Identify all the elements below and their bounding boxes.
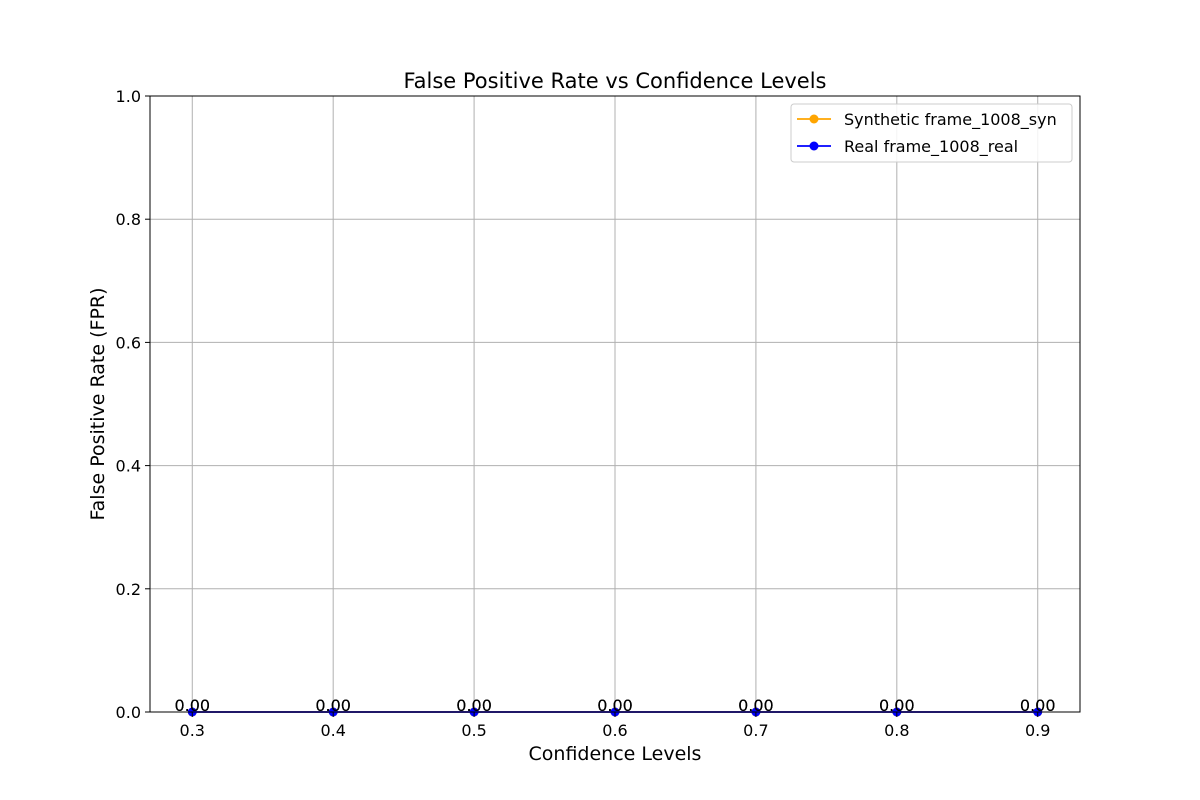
tick-layer: 0.3 0.4 0.5 0.6 0.7 0.8 0.9 0.0 0.2 0.4 0.6 0.8 1.0 <box>116 87 1051 740</box>
y-tick-label: 0.0 <box>116 703 141 722</box>
legend-marker-2 <box>809 141 819 151</box>
y-tick-label: 0.8 <box>116 210 141 229</box>
y-tick-label: 0.6 <box>116 333 141 352</box>
y-axis-title: False Positive Rate (FPR) <box>87 287 109 520</box>
data-label: 0.00 <box>174 696 210 715</box>
legend-label-1: Synthetic frame_1008_syn <box>844 110 1057 130</box>
y-tick-label: 0.2 <box>116 580 141 599</box>
chart-title: False Positive Rate vs Confidence Levels <box>403 69 826 93</box>
x-tick-label: 0.6 <box>602 721 627 740</box>
legend-marker-1 <box>809 114 819 124</box>
x-tick-label: 0.4 <box>320 721 345 740</box>
legend-label-2: Real frame_1008_real <box>844 137 1018 157</box>
data-label: 0.00 <box>315 696 351 715</box>
data-label-layer: 0.00 0.00 0.00 0.00 0.00 0.00 0.000.00 0.00 0.00… <box>174 696 1055 715</box>
data-label: 0.00 <box>738 696 774 715</box>
x-tick-label: 0.9 <box>1025 721 1050 740</box>
x-tick-label: 0.7 <box>743 721 768 740</box>
x-tick-label: 0.8 <box>884 721 909 740</box>
data-label: 0.00 <box>456 696 492 715</box>
data-label: 0.00 <box>456 696 492 715</box>
data-label: 0.00 <box>315 696 351 715</box>
data-label: 0.00 <box>174 696 210 715</box>
y-tick-label: 1.0 <box>116 87 141 106</box>
y-tick-label: 0.4 <box>116 457 141 476</box>
legend-box <box>790 103 1073 163</box>
data-label: 0.00 <box>1020 696 1056 715</box>
data-label: 0.00 <box>597 696 633 715</box>
legend: Synthetic frame_1008_syn Real frame_1008_… <box>790 103 1073 163</box>
x-tick-label: 0.5 <box>461 721 486 740</box>
data-label: 0.00 <box>879 696 915 715</box>
data-label: 0.00 <box>738 696 774 715</box>
x-axis-title: Confidence Levels <box>529 743 702 765</box>
data-label: 0.00 <box>879 696 915 715</box>
x-tick-label: 0.3 <box>180 721 205 740</box>
data-label: 0.00 <box>597 696 633 715</box>
data-label: 0.00 <box>1020 696 1056 715</box>
